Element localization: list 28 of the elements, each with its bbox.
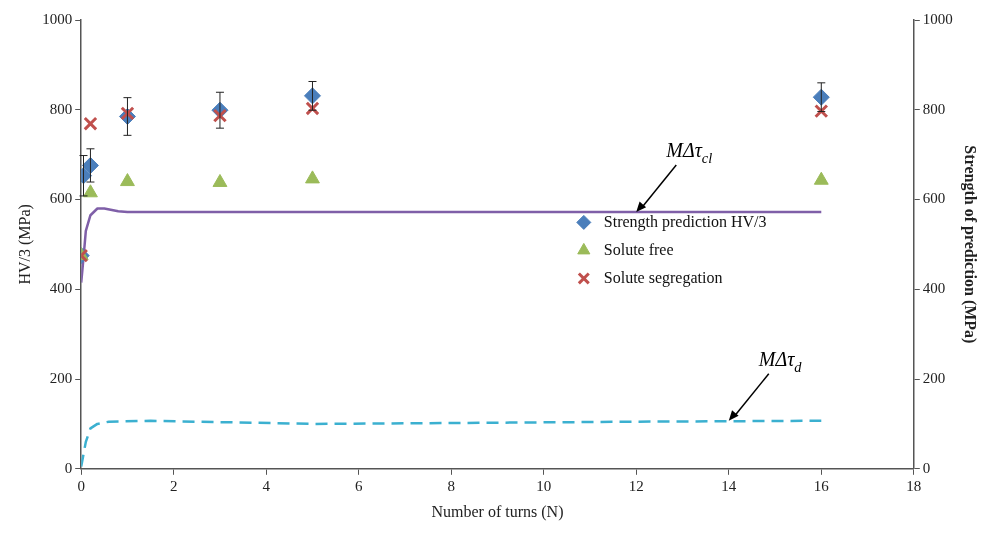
legend-label: Solute free	[603, 240, 674, 258]
x-tick-label: 16	[813, 477, 830, 494]
x-tick-label: 12	[628, 477, 644, 494]
x-tick-label: 10	[536, 477, 552, 494]
x-tick-label: 18	[906, 477, 922, 494]
legend-label: Solute segregation	[603, 268, 723, 287]
x-tick-label: 0	[77, 477, 85, 494]
y2-axis-title: Strength of prediction (MPa)	[961, 145, 980, 344]
legend-label: Strength prediction HV/3	[603, 212, 767, 231]
x-tick-label: 6	[354, 477, 363, 494]
y2-tick-label: 1000	[922, 10, 953, 27]
x-tick-label: 2	[169, 477, 178, 494]
y2-tick-label: 200	[922, 369, 946, 386]
y2-tick-label: 0	[922, 459, 931, 476]
y-tick-label: 1000	[42, 10, 73, 27]
y-tick-label: 200	[49, 369, 73, 386]
x-axis-title: Number of turns (N)	[431, 502, 564, 521]
x-tick-label: 14	[721, 477, 737, 494]
y-axis-title: HV/3 (MPa)	[15, 204, 34, 285]
y2-tick-label: 800	[922, 100, 946, 117]
y-tick-label: 800	[49, 100, 73, 117]
y2-tick-label: 400	[922, 280, 946, 297]
y-tick-label: 600	[49, 190, 73, 207]
x-tick-label: 4	[262, 477, 271, 494]
y2-tick-label: 600	[922, 190, 946, 207]
x-tick-label: 8	[447, 477, 455, 494]
y-tick-label: 400	[49, 280, 73, 297]
y-tick-label: 0	[64, 459, 73, 476]
